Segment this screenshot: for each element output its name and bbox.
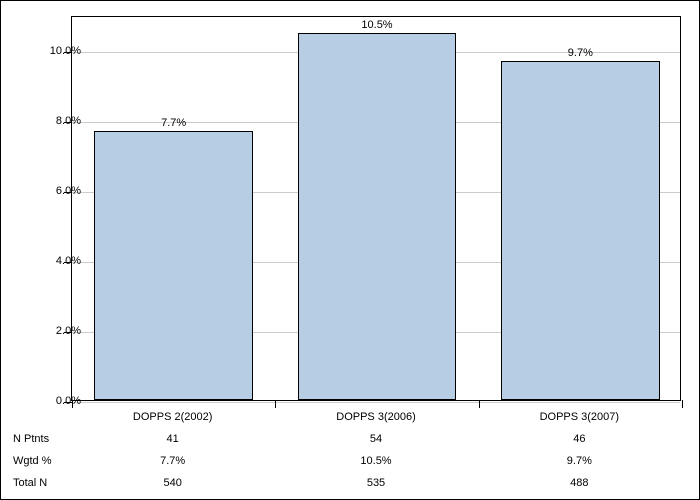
y-tick-label: 10.0% (50, 45, 81, 57)
bar (298, 33, 457, 401)
y-tick-label: 8.0% (56, 115, 81, 127)
category-label: DOPPS 3(2007) (540, 411, 619, 423)
y-tick-label: 2.0% (56, 325, 81, 337)
table-cell: 488 (570, 477, 588, 489)
y-tick-label: 6.0% (56, 185, 81, 197)
bar-value-label: 7.7% (161, 117, 186, 129)
y-tick-label: 4.0% (56, 255, 81, 267)
table-cell: 9.7% (567, 455, 592, 467)
bar (94, 131, 253, 401)
table-cell: 54 (370, 433, 382, 445)
plot-area: 7.7% 10.5% 9.7% (71, 16, 681, 401)
table-row-label: Total N (13, 477, 47, 489)
table-cell: 41 (167, 433, 179, 445)
chart-container: 7.7% 10.5% 9.7% 0.0% 2.0% 4.0% 6.0% 8.0% 10.0% D… (0, 0, 700, 500)
table-cell: 535 (367, 477, 385, 489)
table-cell: 7.7% (160, 455, 185, 467)
gridline (72, 402, 680, 403)
table-cell: 540 (163, 477, 181, 489)
y-tick-label: 0.0% (56, 395, 81, 407)
category-label: DOPPS 2(2002) (133, 411, 212, 423)
bar (501, 61, 660, 401)
table-cell: 10.5% (360, 455, 391, 467)
x-tick (275, 400, 276, 408)
table-row-label: Wgtd % (13, 455, 52, 467)
bar-value-label: 9.7% (568, 47, 593, 59)
category-label: DOPPS 3(2006) (336, 411, 415, 423)
x-tick (682, 400, 683, 408)
bar-value-label: 10.5% (361, 19, 392, 31)
table-cell: 46 (573, 433, 585, 445)
x-tick (479, 400, 480, 408)
table-row-label: N Ptnts (13, 433, 49, 445)
